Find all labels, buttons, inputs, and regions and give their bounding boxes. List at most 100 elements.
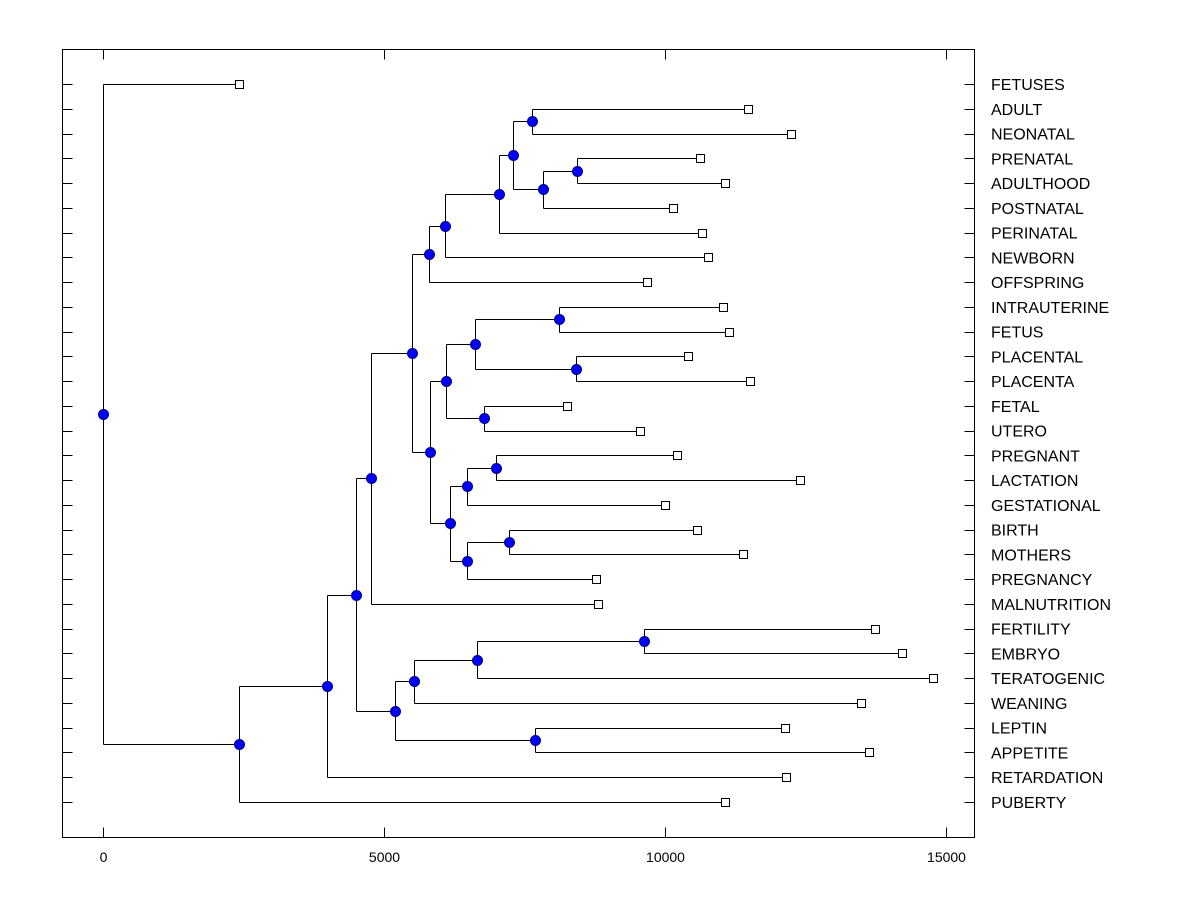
row-tick-marks (62, 84, 975, 803)
leaf-label: RETARDATION (991, 770, 1103, 787)
leaf-marker (698, 229, 707, 238)
x-tick-label: 0 (100, 849, 108, 865)
leaf-marker (719, 303, 728, 312)
merge-node (527, 116, 538, 127)
merge-node (234, 739, 245, 750)
leaf-markers (235, 80, 938, 807)
merge-node (462, 481, 473, 492)
merge-node (491, 463, 502, 474)
merge-node (472, 655, 483, 666)
leaf-marker (684, 352, 693, 361)
merge-node (445, 518, 456, 529)
merge-node (424, 249, 435, 260)
leaf-label: WEANING (991, 696, 1067, 713)
leaf-label: PREGNANCY (991, 572, 1093, 589)
leaf-label: GESTATIONAL (991, 498, 1101, 515)
merge-node (639, 636, 650, 647)
leaf-label: PREGNANT (991, 448, 1080, 465)
x-tick-label: 15000 (927, 849, 966, 865)
leaf-marker (592, 575, 601, 584)
leaf-marker (235, 80, 244, 89)
leaf-label: ADULTHOOD (991, 176, 1090, 193)
leaf-marker (739, 550, 748, 559)
leaf-label: PERINATAL (991, 226, 1078, 243)
leaf-marker (857, 699, 866, 708)
leaf-marker (721, 179, 730, 188)
leaf-label: UTERO (991, 424, 1047, 441)
leaf-marker (744, 105, 753, 114)
leaf-label: ADULT (991, 102, 1042, 119)
plot-frame (62, 49, 975, 838)
merge-node (572, 166, 583, 177)
leaf-label: OFFSPRING (991, 275, 1084, 292)
leaf-marker (865, 748, 874, 757)
leaf-marker (781, 724, 790, 733)
leaf-marker (643, 278, 652, 287)
merge-node (440, 221, 451, 232)
leaf-label: FETUS (991, 325, 1043, 342)
leaf-label: NEONATAL (991, 127, 1075, 144)
merge-node (538, 184, 549, 195)
leaf-marker (746, 377, 755, 386)
x-tick-label: 10000 (646, 849, 685, 865)
leaf-label: MALNUTRITION (991, 597, 1111, 614)
leaf-marker (782, 773, 791, 782)
leaf-labels: FETUSES ADULT NEONATAL PRENATAL ADULTHOOD POS… (991, 77, 1111, 812)
leaf-marker (787, 130, 796, 139)
leaf-label: BIRTH (991, 523, 1039, 540)
leaf-label: EMBRYO (991, 646, 1060, 663)
x-axis: 0 5000 10000 15000 (100, 49, 966, 865)
merge-node (366, 473, 377, 484)
leaf-marker (704, 253, 713, 262)
merge-node (407, 348, 418, 359)
leaf-marker (636, 427, 645, 436)
leaf-marker (594, 600, 603, 609)
leaf-label: APPETITE (991, 745, 1068, 762)
merge-node (98, 409, 109, 420)
leaf-label: PLACENTA (991, 374, 1075, 391)
merge-node (409, 676, 420, 687)
merge-node (390, 706, 401, 717)
leaf-marker (929, 674, 938, 683)
leaf-label: LACTATION (991, 473, 1078, 490)
merge-nodes (98, 116, 650, 750)
leaf-marker (696, 154, 705, 163)
x-tick-label: 5000 (369, 849, 400, 865)
merge-node (554, 314, 565, 325)
leaf-marker (721, 798, 730, 807)
merge-node (462, 556, 473, 567)
merge-node (425, 447, 436, 458)
leaf-marker (725, 328, 734, 337)
merge-node (571, 364, 582, 375)
merge-node (470, 339, 481, 350)
leaf-marker (669, 204, 678, 213)
leaf-marker (871, 625, 880, 634)
leaf-label: POSTNATAL (991, 201, 1084, 218)
leaf-marker (796, 476, 805, 485)
leaf-label: FETUSES (991, 77, 1065, 94)
merge-node (351, 590, 362, 601)
leaf-label: FETAL (991, 399, 1040, 416)
leaf-label: LEPTIN (991, 721, 1047, 738)
merge-node (479, 413, 490, 424)
leaf-marker (693, 526, 702, 535)
leaf-label: TERATOGENIC (991, 671, 1105, 688)
leaf-label: INTRAUTERINE (991, 300, 1109, 317)
leaf-marker (673, 451, 682, 460)
merge-node (508, 150, 519, 161)
leaf-label: NEWBORN (991, 250, 1075, 267)
leaf-marker (661, 501, 670, 510)
merge-node (504, 537, 515, 548)
leaf-label: PRENATAL (991, 151, 1073, 168)
leaf-label: FERTILITY (991, 622, 1071, 639)
merge-node (322, 681, 333, 692)
merge-node (530, 735, 541, 746)
dendrogram-links (103, 84, 934, 803)
merge-node (441, 376, 452, 387)
merge-node (494, 189, 505, 200)
leaf-marker (898, 649, 907, 658)
leaf-marker (563, 402, 572, 411)
leaf-label: PLACENTAL (991, 349, 1083, 366)
leaf-label: PUBERTY (991, 795, 1067, 812)
